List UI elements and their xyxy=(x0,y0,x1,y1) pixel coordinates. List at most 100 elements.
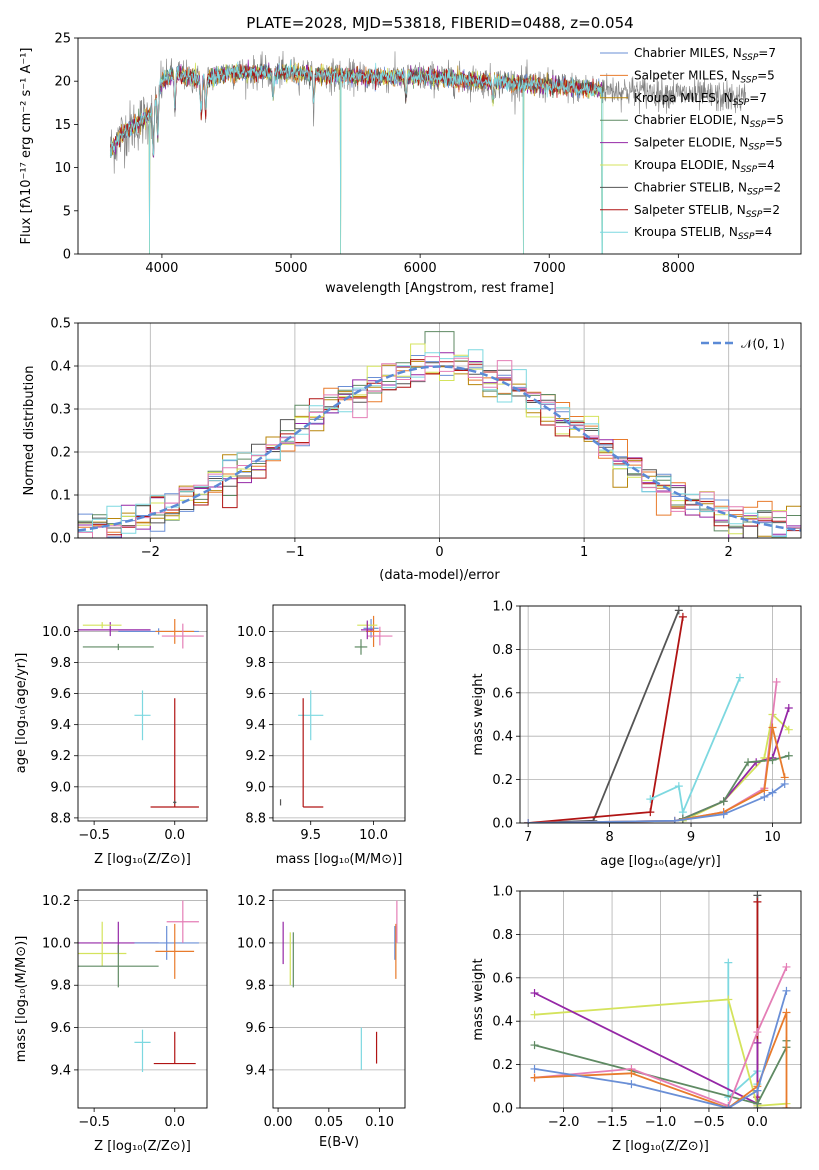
y-tick-label: 9.4 xyxy=(50,718,71,733)
histogram-step-9 xyxy=(78,356,801,538)
errorbar-point xyxy=(363,618,379,638)
mass-weight-marker xyxy=(627,1069,636,1078)
x-axis-label: E(B-V) xyxy=(319,1135,359,1150)
y-tick-label: 0.8 xyxy=(492,928,513,943)
mass-weight-marker xyxy=(782,962,791,971)
x-tick-label: 8000 xyxy=(662,261,695,276)
legend-entry: Chabrier ELODIE, NSSP=5 xyxy=(634,113,784,130)
x-axis-label: Z [log₁₀(Z/Z⊙)] xyxy=(94,1139,191,1154)
x-axis-label: mass [log₁₀(M/M⊙)] xyxy=(276,852,403,867)
y-tick-label: 0.8 xyxy=(492,643,513,658)
legend-name: Salpeter ELODIE, N xyxy=(634,136,748,150)
x-tick-label: 0.0 xyxy=(164,1115,185,1130)
plot-area-residual-hist xyxy=(78,331,801,538)
x-tick-label: 0.05 xyxy=(314,1115,343,1130)
y-axis-label: mass weight xyxy=(471,958,486,1040)
axes-frame xyxy=(77,37,802,255)
mass-weight-marker xyxy=(784,703,793,712)
gaussian-curve xyxy=(78,365,801,532)
errorbar-point xyxy=(155,923,195,979)
mass-weight-marker xyxy=(753,1038,762,1047)
axes-frame xyxy=(519,605,802,824)
panel-massweight-vs-age: 7 8 9 10 0.0 0.2 0.4 0.6 0.8 1.0 age [log₁₀(age/yr… xyxy=(471,600,802,869)
figure-title: PLATE=2028, MJD=53818, FIBERID=0488, z=0… xyxy=(246,14,633,32)
plot-area-age-vs-z xyxy=(78,618,204,808)
mass-weight-marker xyxy=(530,1010,539,1019)
x-axis-label: Z [log₁₀(Z/Z⊙)] xyxy=(94,852,191,867)
y-tick-label: 0.1 xyxy=(50,489,71,504)
mass-weight-marker xyxy=(784,725,793,734)
x-tick-label: 0.00 xyxy=(264,1115,293,1130)
x-tick-label: 0.10 xyxy=(365,1115,394,1130)
mass-weight-marker xyxy=(753,1086,762,1095)
panel-mass-vs-z: −0.5 0.0 9.4 9.6 9.8 10.0 10.2 Z [log₁₀(Z/Z⊙)] m… xyxy=(14,889,208,1154)
grid-age-vs-mass xyxy=(273,631,405,819)
errorbar-point xyxy=(134,925,199,960)
y-tick-label: 9.6 xyxy=(245,687,266,702)
axes-frame xyxy=(272,889,406,1109)
histogram-legend: 𝒩(0, 1) xyxy=(701,337,785,351)
panel-residual-hist: −2 −1 0 1 2 0.0 0.1 0.2 0.3 0.4 0.5 (data-model)/er… xyxy=(22,317,802,583)
x-tick-label: 2 xyxy=(725,545,733,560)
y-tick-label: 15 xyxy=(54,118,71,133)
legend-entry: Salpeter ELODIE, NSSP=5 xyxy=(634,136,783,153)
axes-frame xyxy=(519,890,802,1109)
gaussian-legend-label: 𝒩(0, 1) xyxy=(741,337,785,351)
errorbar-point xyxy=(150,698,199,808)
legend-name: Chabrier STELIB, N xyxy=(634,180,747,194)
mass-weight-marker xyxy=(674,782,683,791)
errorbar-point xyxy=(134,690,151,741)
x-tick-label: 0.0 xyxy=(747,1115,768,1130)
mass-weight-marker xyxy=(782,986,791,995)
y-tick-label: 10.2 xyxy=(237,894,266,909)
errorbar-point xyxy=(153,1031,196,1065)
x-tick-label: 5000 xyxy=(274,261,307,276)
panel-spectrum: 4000 5000 6000 7000 8000 0 5 10 15 20 25 wavelength… xyxy=(19,32,802,296)
y-axis-label: Normed distribution xyxy=(22,366,37,496)
x-tick-label: 10.0 xyxy=(359,828,388,843)
legend-tail: =7 xyxy=(758,46,776,60)
mass-weight-marker xyxy=(735,673,744,682)
y-tick-label: 0.2 xyxy=(492,773,513,788)
plot-area-age-vs-mass xyxy=(279,615,393,808)
y-tick-label: 0.3 xyxy=(50,403,71,418)
panel-mass-vs-ebv: 0.00 0.05 0.10 9.4 9.6 9.8 10.0 10.2 E(B-V) xyxy=(237,889,406,1150)
legend-entry: Salpeter MILES, NSSP=5 xyxy=(634,68,775,85)
errorbar-point xyxy=(354,639,368,655)
errorbar-point xyxy=(361,620,374,640)
mass-weight-marker xyxy=(530,988,539,997)
plot-area-massweight-vs-z xyxy=(530,891,791,1108)
mass-weight-marker xyxy=(744,758,753,767)
y-tick-label: 0.4 xyxy=(50,360,71,375)
legend-name: Chabrier ELODIE, N xyxy=(634,113,750,127)
y-tick-label: 25 xyxy=(54,32,71,47)
legend-entry: Kroupa STELIB, NSSP=4 xyxy=(634,225,772,242)
y-tick-label: 10 xyxy=(54,161,71,176)
legend-entry: Kroupa MILES, NSSP=7 xyxy=(634,91,767,108)
errorbar-point xyxy=(173,800,177,804)
mass-weight-marker xyxy=(724,958,733,967)
plot-area-spectrum xyxy=(109,50,746,254)
legend-tail: =2 xyxy=(762,203,780,217)
legend-name: Kroupa MILES, N xyxy=(634,91,733,105)
x-axis-label: Z [log₁₀(Z/Z⊙)] xyxy=(612,1139,709,1154)
mass-weight-marker xyxy=(719,797,728,806)
x-tick-label: −1.0 xyxy=(645,1115,677,1130)
mass-weight-marker xyxy=(782,1104,791,1108)
axes-frame xyxy=(77,889,208,1109)
x-tick-label: 0.0 xyxy=(164,828,185,843)
legend-tail: =5 xyxy=(757,68,775,82)
x-tick-label: −1.5 xyxy=(596,1115,628,1130)
y-tick-label: 0.2 xyxy=(50,446,71,461)
y-tick-label: 10.2 xyxy=(42,894,71,909)
errorbar-point xyxy=(78,921,127,967)
y-axis-label: age [log₁₀(age/yr)] xyxy=(14,653,29,774)
axes-frame xyxy=(77,604,208,822)
errorbar-point xyxy=(302,698,324,808)
y-tick-label: 10.0 xyxy=(237,625,266,640)
legend-sub: SSP xyxy=(742,53,759,63)
mass-weight-marker xyxy=(768,756,777,765)
errorbar-point xyxy=(161,623,204,649)
y-tick-label: 9.4 xyxy=(245,718,266,733)
